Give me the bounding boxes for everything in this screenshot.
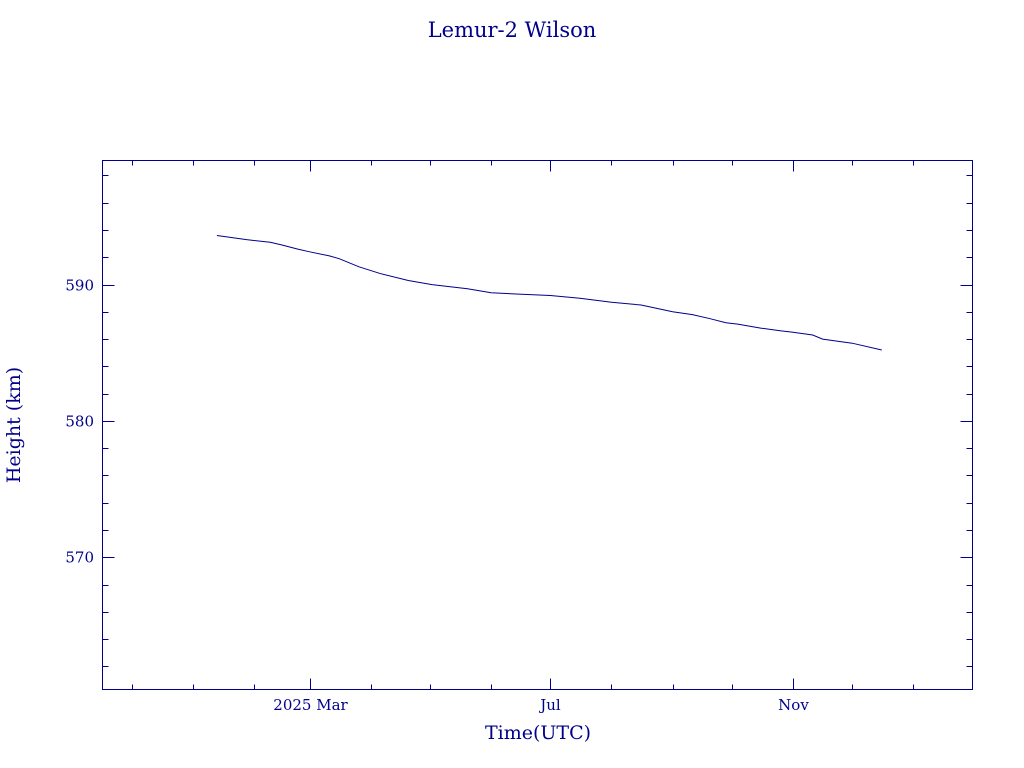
y-tick-label: 590 [65,277,94,295]
chart-title: Lemur-2 Wilson [428,18,597,42]
y-tick-label: 580 [65,413,94,431]
x-axis-label: Time(UTC) [485,722,591,744]
y-tick-label: 570 [65,549,94,567]
y-axis-label: Height (km) [3,367,25,483]
x-tick-label: Jul [538,696,561,714]
height-series-line [216,235,882,351]
x-tick-label: 2025 Mar [273,696,348,714]
axis-ticks [102,160,973,690]
x-tick-label: Nov [778,696,809,714]
plot-frame [102,160,973,690]
tick-labels: 2025 Mar Jul Nov 570 580 590 [65,277,809,715]
